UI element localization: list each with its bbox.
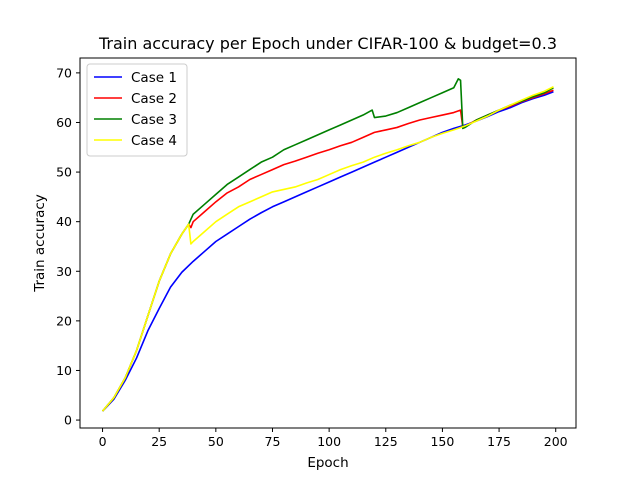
y-tick-label: 30 — [56, 264, 72, 279]
x-axis-ticks: 0 25 50 75 100 125 150 175 200 — [99, 428, 568, 449]
y-tick-label: 20 — [56, 313, 72, 328]
legend: Case 1 Case 2 Case 3 Case 4 — [86, 63, 188, 157]
y-tick-label: 10 — [56, 363, 72, 378]
x-tick-label: 125 — [374, 434, 398, 449]
series-line-case-4 — [101, 86, 554, 412]
x-tick-label: 50 — [208, 434, 224, 449]
x-axis-label: Epoch — [307, 455, 348, 471]
legend-label-case-4: Case 4 — [131, 133, 177, 149]
y-axis-ticks: 0 10 20 30 40 50 60 70 — [56, 65, 80, 428]
x-tick-label: 75 — [265, 434, 281, 449]
y-tick-label: 50 — [56, 165, 72, 180]
axes-frame — [79, 57, 577, 429]
x-tick-label: 150 — [430, 434, 454, 449]
y-tick-label: 60 — [56, 115, 72, 130]
legend-box — [86, 63, 188, 157]
legend-label-case-2: Case 2 — [131, 91, 177, 107]
chart-title: Train accuracy per Epoch under CIFAR-100… — [98, 34, 557, 53]
y-tick-label: 40 — [56, 214, 72, 229]
x-tick-label: 25 — [151, 434, 167, 449]
x-tick-label: 0 — [99, 434, 107, 449]
x-tick-label: 100 — [317, 434, 341, 449]
x-tick-label: 200 — [544, 434, 568, 449]
plot-lines — [101, 78, 554, 412]
y-tick-label: 0 — [64, 413, 72, 428]
x-tick-label: 175 — [487, 434, 511, 449]
legend-label-case-3: Case 3 — [131, 112, 177, 128]
legend-label-case-1: Case 1 — [131, 70, 177, 86]
y-tick-label: 70 — [56, 65, 72, 80]
y-axis-label: Train accuracy — [32, 194, 48, 293]
